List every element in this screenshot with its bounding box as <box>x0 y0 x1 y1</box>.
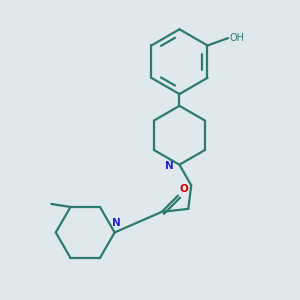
Text: OH: OH <box>229 33 244 43</box>
Text: O: O <box>179 184 188 194</box>
Text: N: N <box>112 218 121 228</box>
Text: N: N <box>165 161 174 171</box>
